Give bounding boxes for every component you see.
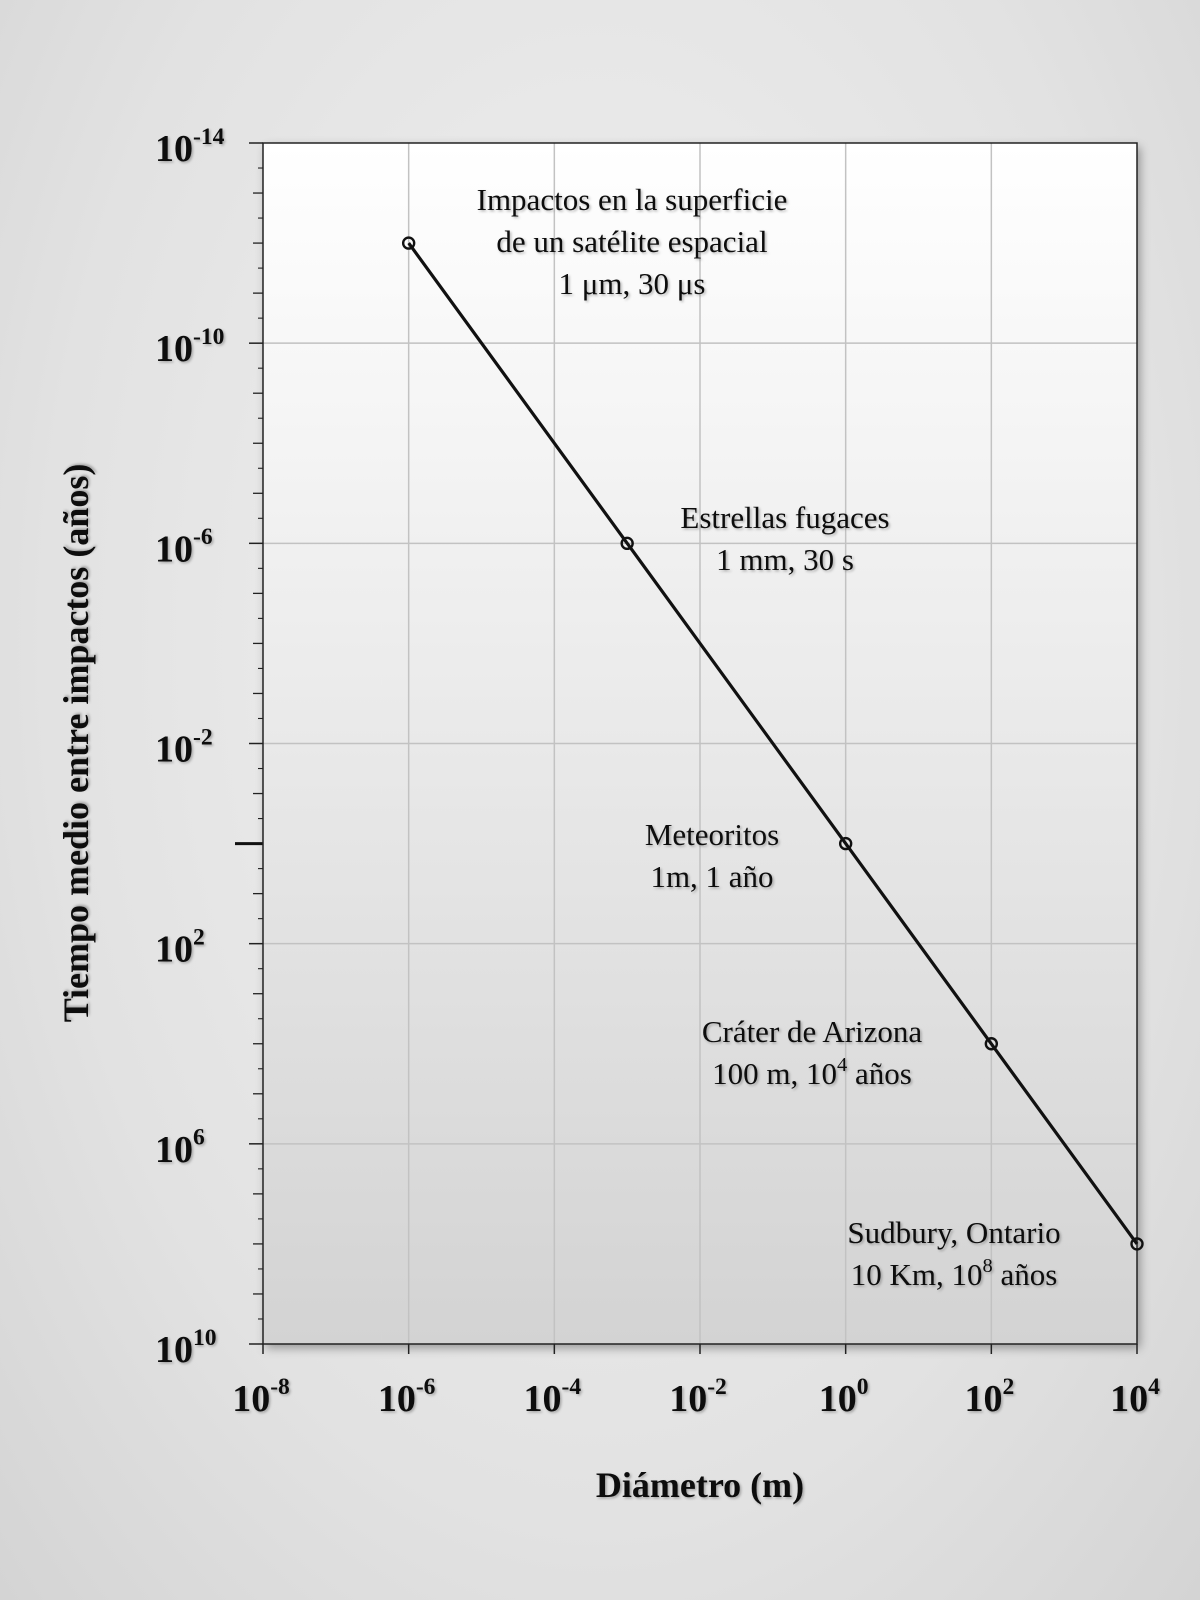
annotations: Impactos en la superficie de un satélite … bbox=[477, 182, 1061, 1292]
y-tick-label: 1010 bbox=[155, 1325, 217, 1371]
x-axis-title: Diámetro (m) bbox=[596, 1465, 804, 1505]
x-tick-label: 10-6 bbox=[378, 1374, 436, 1420]
annotation-line: 10 Km, 108 años bbox=[851, 1255, 1058, 1292]
x-tick-labels: 10-8 10-6 10-4 10-2 100 102 104 bbox=[232, 1374, 1160, 1420]
annotation: Sudbury, Ontario 10 Km, 108 años bbox=[847, 1215, 1060, 1292]
annotation-line: 1m, 1 año bbox=[650, 859, 773, 894]
x-tick-label: 100 bbox=[819, 1374, 869, 1420]
gridlines bbox=[263, 143, 1137, 1344]
data-point bbox=[838, 836, 853, 851]
y-tick-label: 106 bbox=[155, 1125, 205, 1171]
annotation: Impactos en la superficie de un satélite … bbox=[477, 182, 788, 301]
y-axis-title: Tiempo medio entre impactos (años) bbox=[56, 464, 96, 1023]
data-point bbox=[984, 1037, 999, 1051]
annotation-line: Cráter de Arizona bbox=[702, 1014, 923, 1049]
y-tick-label: 10-10 bbox=[155, 324, 224, 370]
annotation-line: Estrellas fugaces bbox=[680, 500, 889, 535]
y-tick-label: 10-6 bbox=[155, 524, 213, 570]
annotation-line: Meteoritos bbox=[645, 817, 779, 852]
x-tick-label: 102 bbox=[964, 1374, 1014, 1420]
series-line bbox=[407, 242, 1139, 1245]
annotation-line: Impactos en la superficie bbox=[477, 182, 788, 217]
annotation: Meteoritos 1m, 1 año bbox=[645, 817, 779, 894]
x-tick-label: 10-4 bbox=[524, 1374, 582, 1420]
annotation-line: de un satélite espacial bbox=[496, 224, 767, 259]
data-point bbox=[1130, 1237, 1144, 1251]
annotation-line: 1 mm, 30 s bbox=[716, 542, 854, 577]
annotation-line: 1 μm, 30 μs bbox=[559, 266, 706, 301]
annotation-line: 100 m, 104 años bbox=[712, 1054, 912, 1091]
annotation-line: Sudbury, Ontario bbox=[847, 1215, 1060, 1250]
axis-ticks bbox=[235, 142, 1138, 1354]
y-tick-label: 102 bbox=[155, 925, 205, 971]
y-tick-label: 10-14 bbox=[155, 124, 225, 170]
series-layer bbox=[401, 236, 1144, 1251]
x-tick-label: 10-8 bbox=[232, 1374, 290, 1420]
plot-border bbox=[262, 142, 1138, 1345]
data-point bbox=[620, 536, 634, 551]
data-point bbox=[401, 236, 416, 250]
annotation: Estrellas fugaces 1 mm, 30 s bbox=[680, 500, 889, 577]
y-tick-label: 10-2 bbox=[155, 724, 213, 770]
x-tick-label: 104 bbox=[1110, 1374, 1160, 1420]
x-tick-label: 10-2 bbox=[669, 1374, 727, 1420]
y-tick-labels: 10-14 10-10 10-6 10-2 102 106 1010 bbox=[155, 124, 225, 1371]
annotation: Cráter de Arizona 100 m, 104 años bbox=[702, 1014, 923, 1091]
